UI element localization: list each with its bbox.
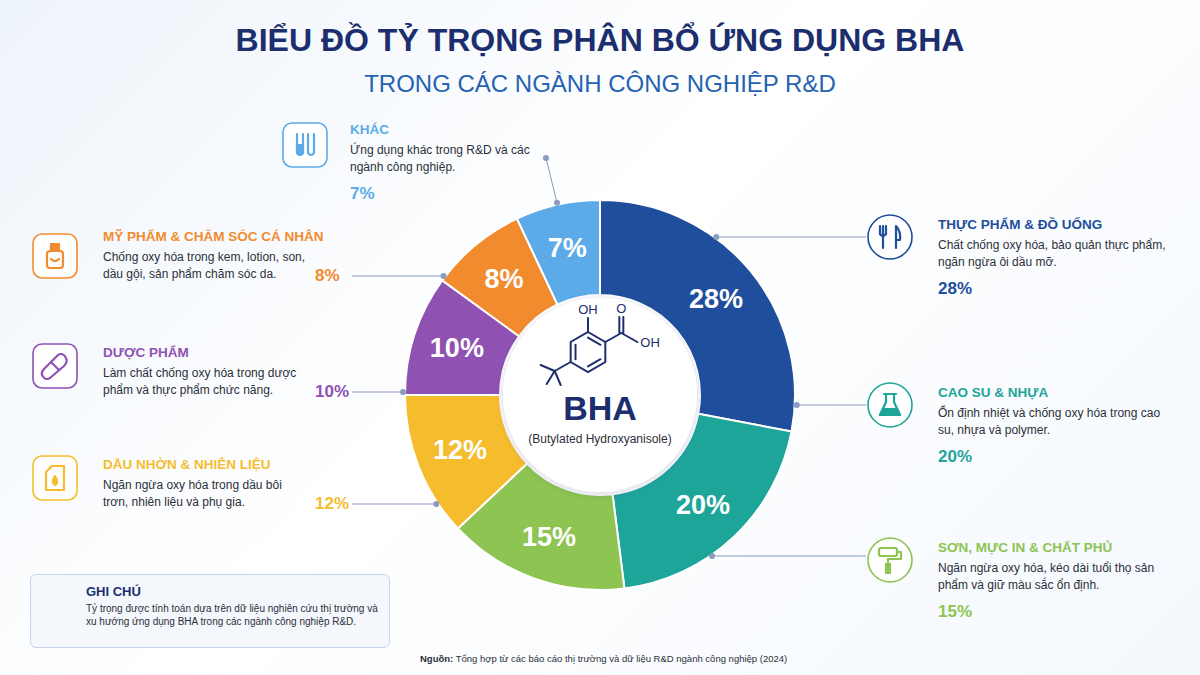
html-text:TRONG CÁC NGÀNH CÔNG NGHIỆP R&: TRONG CÁC NGÀNH CÔNG NGHIỆP R&D: [364, 70, 836, 97]
html-text:KHÁC: KHÁC: [350, 122, 389, 137]
html-text:Ổn định nhiệt và chống oxy hóa: Ổn định nhiệt và chống oxy hóa trong cao…: [938, 406, 1161, 437]
html-text:Ngăn ngừa oxy hóa trong dầu bô: Ngăn ngừa oxy hóa trong dầu bôi trơn, nh…: [103, 478, 282, 509]
html-text:MỸ PHẨM & CHĂM SÓC CÁ NHÂN: MỸ PHẨM & CHĂM SÓC CÁ NHÂN: [103, 229, 324, 244]
html-text:15%: 15%: [938, 602, 972, 621]
svg-text:10%: 10%: [430, 333, 484, 363]
html-text:28%: 28%: [938, 279, 972, 298]
html-text:Ứng dụng khác trong R&D và các: Ứng dụng khác trong R&D và các ngành côn…: [350, 143, 530, 174]
html-text:DẦU NHỜN & NHIÊN LIỆU: DẦU NHỜN & NHIÊN LIỆU: [103, 457, 271, 472]
html-text:THỰC PHẨM & ĐỒ UỐNG: THỰC PHẨM & ĐỒ UỐNG: [938, 217, 1103, 232]
svg-text:28%: 28%: [689, 284, 743, 314]
svg-text:15%: 15%: [522, 522, 576, 552]
html-text:DƯỢC PHẨM: DƯỢC PHẨM: [103, 345, 189, 360]
html-text:7%: 7%: [350, 184, 375, 203]
html-text:20%: 20%: [938, 447, 972, 466]
html-text:Tỷ trọng được tính toán dựa tr: Tỷ trọng được tính toán dựa trên dữ liệu…: [86, 603, 378, 627]
html-text:BIỂU ĐỒ TỶ TRỌNG PHÂN BỔ ỨNG D: BIỂU ĐỒ TỶ TRỌNG PHÂN BỔ ỨNG DỤNG BHA: [235, 22, 965, 58]
svg-text:8%: 8%: [485, 264, 524, 294]
html-text:8%: 8%: [315, 266, 340, 285]
html-text:Làm chất chống oxy hóa trong d: Làm chất chống oxy hóa trong dược phẩm v…: [103, 366, 297, 397]
svg-text:OH: OH: [640, 335, 660, 350]
svg-text:(Butylated Hydroxyanisole): (Butylated Hydroxyanisole): [528, 432, 671, 446]
svg-text:OH: OH: [578, 302, 598, 317]
html-text:Chống oxy hóa trong kem, lotio: Chống oxy hóa trong kem, lotion, son, dầ…: [103, 250, 306, 281]
html-text:CAO SU & NHỰA: CAO SU & NHỰA: [938, 385, 1049, 400]
html-text:Nguồn: Tổng hợp từ các báo cáo: Nguồn: Tổng hợp từ các báo cáo thị trườn…: [420, 653, 788, 664]
svg-text:O: O: [616, 301, 626, 316]
svg-text:BHA: BHA: [563, 389, 637, 427]
svg-text:7%: 7%: [548, 233, 587, 263]
html-text:10%: 10%: [315, 382, 349, 401]
svg-text:20%: 20%: [676, 490, 730, 520]
html-text:12%: 12%: [315, 494, 349, 513]
html-text:SƠN, MỰC IN & CHẤT PHỦ: SƠN, MỰC IN & CHẤT PHỦ: [938, 540, 1113, 555]
html-text:GHI CHÚ: GHI CHÚ: [86, 584, 141, 599]
html-text:Ngăn ngừa oxy hóa, kéo dài tuổ: Ngăn ngừa oxy hóa, kéo dài tuổi thọ sản …: [938, 561, 1155, 592]
html-text:Chất chống oxy hóa, bảo quản t: Chất chống oxy hóa, bảo quản thực phẩm, …: [938, 238, 1166, 269]
svg-text:12%: 12%: [433, 435, 487, 465]
